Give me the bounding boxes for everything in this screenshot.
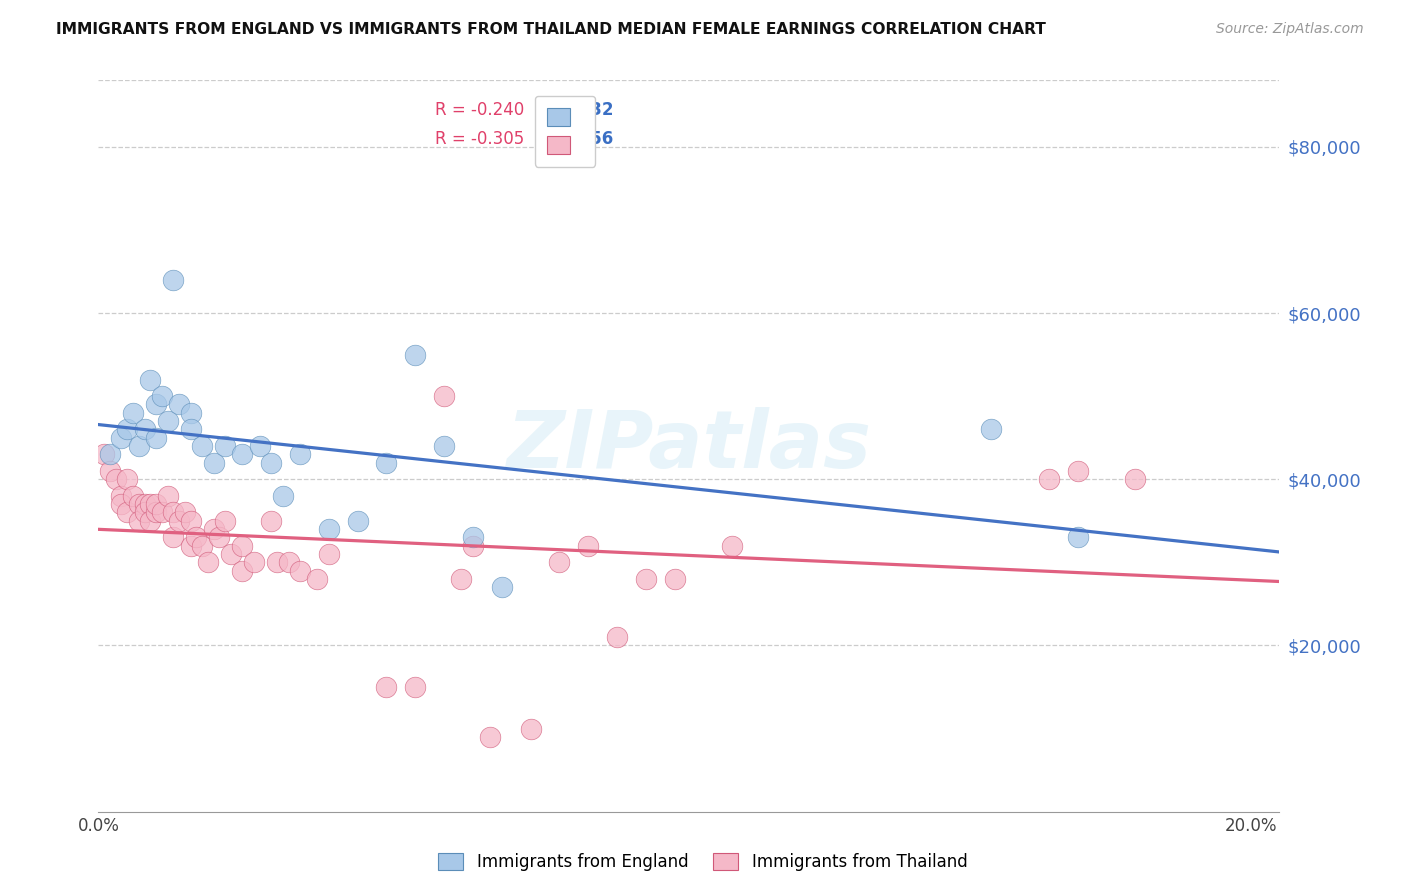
Point <box>202 522 225 536</box>
Point <box>134 497 156 511</box>
Point <box>243 555 266 569</box>
Point <box>191 439 214 453</box>
Point <box>219 547 242 561</box>
Point <box>139 514 162 528</box>
Point <box>208 530 231 544</box>
Point <box>180 514 202 528</box>
Point <box>167 397 190 411</box>
Point <box>461 539 484 553</box>
Point <box>150 506 173 520</box>
Point <box>167 514 190 528</box>
Point <box>128 439 150 453</box>
Point <box>145 431 167 445</box>
Point <box>260 514 283 528</box>
Point <box>318 522 340 536</box>
Text: IMMIGRANTS FROM ENGLAND VS IMMIGRANTS FROM THAILAND MEDIAN FEMALE EARNINGS CORRE: IMMIGRANTS FROM ENGLAND VS IMMIGRANTS FR… <box>56 22 1046 37</box>
Point <box>346 514 368 528</box>
Point <box>1038 472 1060 486</box>
Point <box>664 572 686 586</box>
Point <box>1125 472 1147 486</box>
Point <box>231 539 253 553</box>
Text: Source: ZipAtlas.com: Source: ZipAtlas.com <box>1216 22 1364 37</box>
Point <box>519 722 541 736</box>
Point <box>288 447 311 461</box>
Text: R = -0.240: R = -0.240 <box>434 101 524 119</box>
Point <box>162 273 184 287</box>
Point <box>980 422 1002 436</box>
Point <box>191 539 214 553</box>
Point <box>266 555 288 569</box>
Point <box>214 439 236 453</box>
Point <box>433 439 456 453</box>
Point <box>307 572 329 586</box>
Point <box>288 564 311 578</box>
Point <box>375 680 398 694</box>
Point <box>134 506 156 520</box>
Point <box>180 539 202 553</box>
Point <box>162 506 184 520</box>
Point <box>110 431 132 445</box>
Point <box>433 389 456 403</box>
Text: R = -0.305: R = -0.305 <box>434 130 524 148</box>
Point <box>450 572 472 586</box>
Point <box>271 489 294 503</box>
Point <box>260 456 283 470</box>
Point <box>115 422 138 436</box>
Text: N = 32: N = 32 <box>551 101 613 119</box>
Point <box>461 530 484 544</box>
Point <box>1067 530 1090 544</box>
Legend: , : , <box>534 96 595 167</box>
Point <box>404 347 426 362</box>
Point <box>162 530 184 544</box>
Point <box>98 464 121 478</box>
Point <box>606 630 628 644</box>
Point <box>104 472 127 486</box>
Point <box>318 547 340 561</box>
Point <box>156 489 179 503</box>
Point <box>277 555 299 569</box>
Point <box>139 372 162 386</box>
Point <box>576 539 599 553</box>
Point <box>145 497 167 511</box>
Point <box>110 497 132 511</box>
Point <box>1067 464 1090 478</box>
Point <box>110 489 132 503</box>
Point <box>186 530 208 544</box>
Point <box>98 447 121 461</box>
Point <box>197 555 219 569</box>
Point <box>634 572 657 586</box>
Point <box>214 514 236 528</box>
Point <box>122 406 145 420</box>
Point <box>145 506 167 520</box>
Point <box>548 555 571 569</box>
Point <box>173 506 195 520</box>
Point <box>231 447 253 461</box>
Text: ZIPatlas: ZIPatlas <box>506 407 872 485</box>
Point <box>134 422 156 436</box>
Point <box>139 497 162 511</box>
Point <box>115 472 138 486</box>
Point <box>375 456 398 470</box>
Point <box>404 680 426 694</box>
Point <box>721 539 744 553</box>
Point <box>115 506 138 520</box>
Point <box>150 389 173 403</box>
Point <box>479 730 502 744</box>
Point <box>180 422 202 436</box>
Point <box>128 497 150 511</box>
Point <box>491 580 513 594</box>
Point <box>202 456 225 470</box>
Point <box>122 489 145 503</box>
Legend: Immigrants from England, Immigrants from Thailand: Immigrants from England, Immigrants from… <box>430 845 976 880</box>
Point <box>145 397 167 411</box>
Text: N = 56: N = 56 <box>551 130 613 148</box>
Point <box>231 564 253 578</box>
Point <box>180 406 202 420</box>
Point <box>156 414 179 428</box>
Point <box>249 439 271 453</box>
Point <box>128 514 150 528</box>
Point <box>93 447 115 461</box>
